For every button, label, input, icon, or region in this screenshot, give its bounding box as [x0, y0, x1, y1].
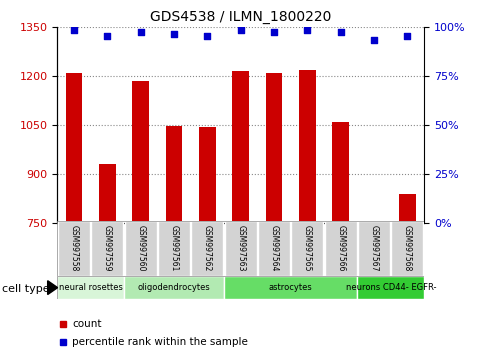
Point — [404, 34, 412, 39]
Text: astrocytes: astrocytes — [269, 283, 313, 292]
Text: GSM997567: GSM997567 — [370, 225, 379, 272]
Text: GSM997562: GSM997562 — [203, 225, 212, 272]
Text: GSM997558: GSM997558 — [69, 225, 78, 272]
Point — [204, 34, 212, 39]
Text: oligodendrocytes: oligodendrocytes — [138, 283, 211, 292]
Bar — [225, 221, 257, 276]
Bar — [392, 221, 424, 276]
Bar — [299, 70, 316, 354]
Bar — [158, 221, 190, 276]
Text: count: count — [72, 319, 102, 329]
Bar — [166, 126, 183, 354]
Point — [137, 30, 145, 35]
Bar — [325, 221, 357, 276]
Text: GSM997560: GSM997560 — [136, 225, 145, 272]
Point — [370, 38, 378, 43]
Text: percentile rank within the sample: percentile rank within the sample — [72, 337, 248, 347]
Text: neurons CD44- EGFR-: neurons CD44- EGFR- — [346, 283, 436, 292]
Text: GSM997559: GSM997559 — [103, 225, 112, 272]
Bar — [192, 221, 224, 276]
Point — [303, 28, 311, 33]
Text: GSM997563: GSM997563 — [236, 225, 246, 272]
Bar — [99, 164, 116, 354]
Bar — [58, 221, 90, 276]
Bar — [358, 221, 390, 276]
Point — [337, 30, 345, 35]
Text: neural rosettes: neural rosettes — [59, 283, 123, 292]
Bar — [366, 221, 382, 354]
Text: GSM997564: GSM997564 — [269, 225, 278, 272]
Title: GDS4538 / ILMN_1800220: GDS4538 / ILMN_1800220 — [150, 10, 331, 24]
Bar — [399, 194, 416, 354]
Bar — [291, 221, 323, 276]
Bar — [124, 276, 224, 299]
Bar — [125, 221, 157, 276]
Bar — [357, 276, 424, 299]
Point — [70, 28, 78, 33]
Text: GSM997561: GSM997561 — [170, 225, 179, 272]
Text: GSM997568: GSM997568 — [403, 225, 412, 272]
Bar — [132, 81, 149, 354]
Text: GSM997565: GSM997565 — [303, 225, 312, 272]
Bar — [66, 73, 82, 354]
Point — [270, 30, 278, 35]
Bar — [224, 276, 357, 299]
Text: cell type: cell type — [2, 284, 50, 293]
Bar — [332, 121, 349, 354]
Point — [103, 34, 111, 39]
Bar — [266, 73, 282, 354]
Bar — [57, 276, 124, 299]
Bar — [233, 72, 249, 354]
Bar — [258, 221, 290, 276]
Text: GSM997566: GSM997566 — [336, 225, 345, 272]
Bar — [91, 221, 123, 276]
Point — [170, 32, 178, 37]
Polygon shape — [47, 281, 57, 295]
Bar — [199, 127, 216, 354]
Point — [237, 28, 245, 33]
